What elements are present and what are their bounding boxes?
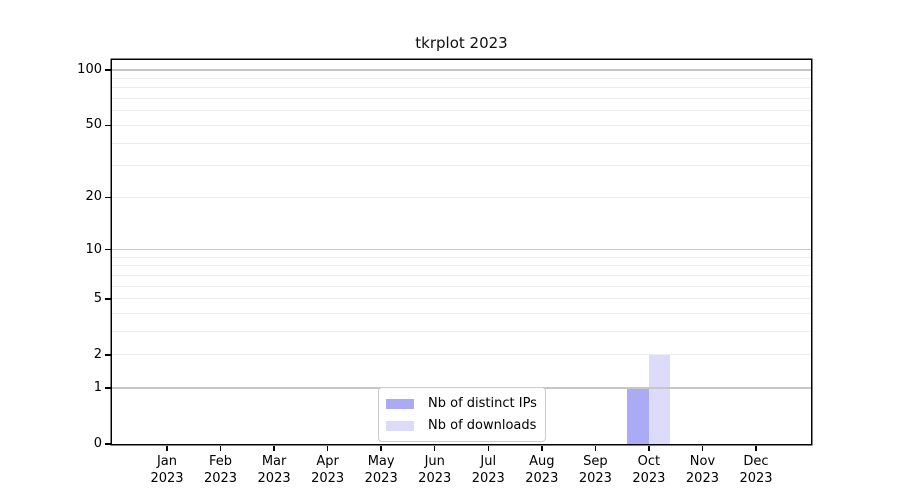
x-axis-tick xyxy=(541,445,543,451)
y-tick-label: 10 xyxy=(85,241,102,257)
minor-gridline xyxy=(112,196,811,198)
plot-area: Nb of distinct IPs Nb of downloads 0 1 2 5 1… xyxy=(77,60,811,486)
x-tick-label: May 2023 xyxy=(364,454,398,486)
x-axis-tick xyxy=(648,445,650,451)
major-gridline xyxy=(112,248,811,251)
x-tick-label: Oct 2023 xyxy=(632,454,666,486)
minor-gridline xyxy=(112,98,811,100)
y-tick-label: 100 xyxy=(77,62,102,78)
minor-gridline xyxy=(112,77,811,79)
major-gridline xyxy=(112,69,811,71)
bar-distinct-ips xyxy=(627,387,649,444)
minor-gridline xyxy=(112,142,811,144)
minor-gridline xyxy=(112,165,811,167)
x-tick-label: Apr 2023 xyxy=(311,454,345,486)
minor-gridline xyxy=(112,354,811,356)
x-axis-tick xyxy=(701,445,704,451)
x-tick-label: Dec 2023 xyxy=(739,454,773,486)
x-tick-label: Feb 2023 xyxy=(203,454,238,486)
minor-gridline xyxy=(112,313,811,315)
legend-swatch-distinct-ips-icon xyxy=(386,398,414,409)
x-axis-tick xyxy=(166,445,168,451)
x-axis-tick xyxy=(487,445,490,451)
minor-gridline xyxy=(112,331,811,333)
x-tick-label: Nov 2023 xyxy=(685,454,719,486)
x-tick-label: Jun 2023 xyxy=(418,454,452,486)
x-axis-tick xyxy=(433,445,436,451)
minor-gridline xyxy=(112,298,811,300)
x-tick-label: Sep 2023 xyxy=(578,454,612,486)
minor-gridline xyxy=(112,285,811,287)
legend-label: Nb of downloads xyxy=(428,418,537,433)
y-axis-tick xyxy=(105,298,111,300)
y-tick-label: 20 xyxy=(85,189,102,205)
y-axis-tick xyxy=(105,196,111,199)
x-axis-tick xyxy=(594,445,597,451)
minor-gridline xyxy=(112,124,811,126)
minor-gridline xyxy=(112,110,811,112)
legend-label: Nb of distinct IPs xyxy=(428,396,537,411)
y-tick-label: 1 xyxy=(93,379,102,395)
x-axis-tick xyxy=(326,445,329,451)
minor-gridline xyxy=(112,265,811,267)
y-axis-tick xyxy=(105,69,111,71)
y-axis-tick xyxy=(105,354,111,356)
y-axis-tick xyxy=(105,124,111,127)
y-axis-tick xyxy=(105,387,111,389)
chart-title: tkrplot 2023 xyxy=(415,34,508,52)
legend-item-distinct-ips: Nb of distinct IPs xyxy=(386,394,537,413)
x-axis-tick xyxy=(380,445,382,451)
y-tick-label: 50 xyxy=(85,117,102,133)
x-axis-tick xyxy=(219,445,222,451)
minor-gridline xyxy=(112,274,811,276)
y-tick-label: 2 xyxy=(93,346,102,362)
x-axis-tick xyxy=(273,445,275,451)
x-tick-label: Jan 2023 xyxy=(150,454,184,486)
y-tick-label: 0 xyxy=(93,436,102,451)
x-tick-label: Jul 2023 xyxy=(471,454,505,486)
minor-gridline xyxy=(112,87,811,89)
minor-gridline xyxy=(112,256,811,258)
x-tick-label: Mar 2023 xyxy=(257,454,291,486)
x-axis-tick xyxy=(755,445,757,451)
legend-item-downloads: Nb of downloads xyxy=(386,416,536,435)
y-axis-tick xyxy=(105,443,111,445)
bar-downloads xyxy=(648,354,671,444)
y-tick-label: 5 xyxy=(93,290,102,306)
x-tick-label: Aug 2023 xyxy=(525,454,559,486)
legend: Nb of distinct IPs Nb of downloads xyxy=(378,387,546,442)
legend-swatch-downloads-icon xyxy=(386,420,414,431)
y-axis-tick xyxy=(105,248,111,251)
